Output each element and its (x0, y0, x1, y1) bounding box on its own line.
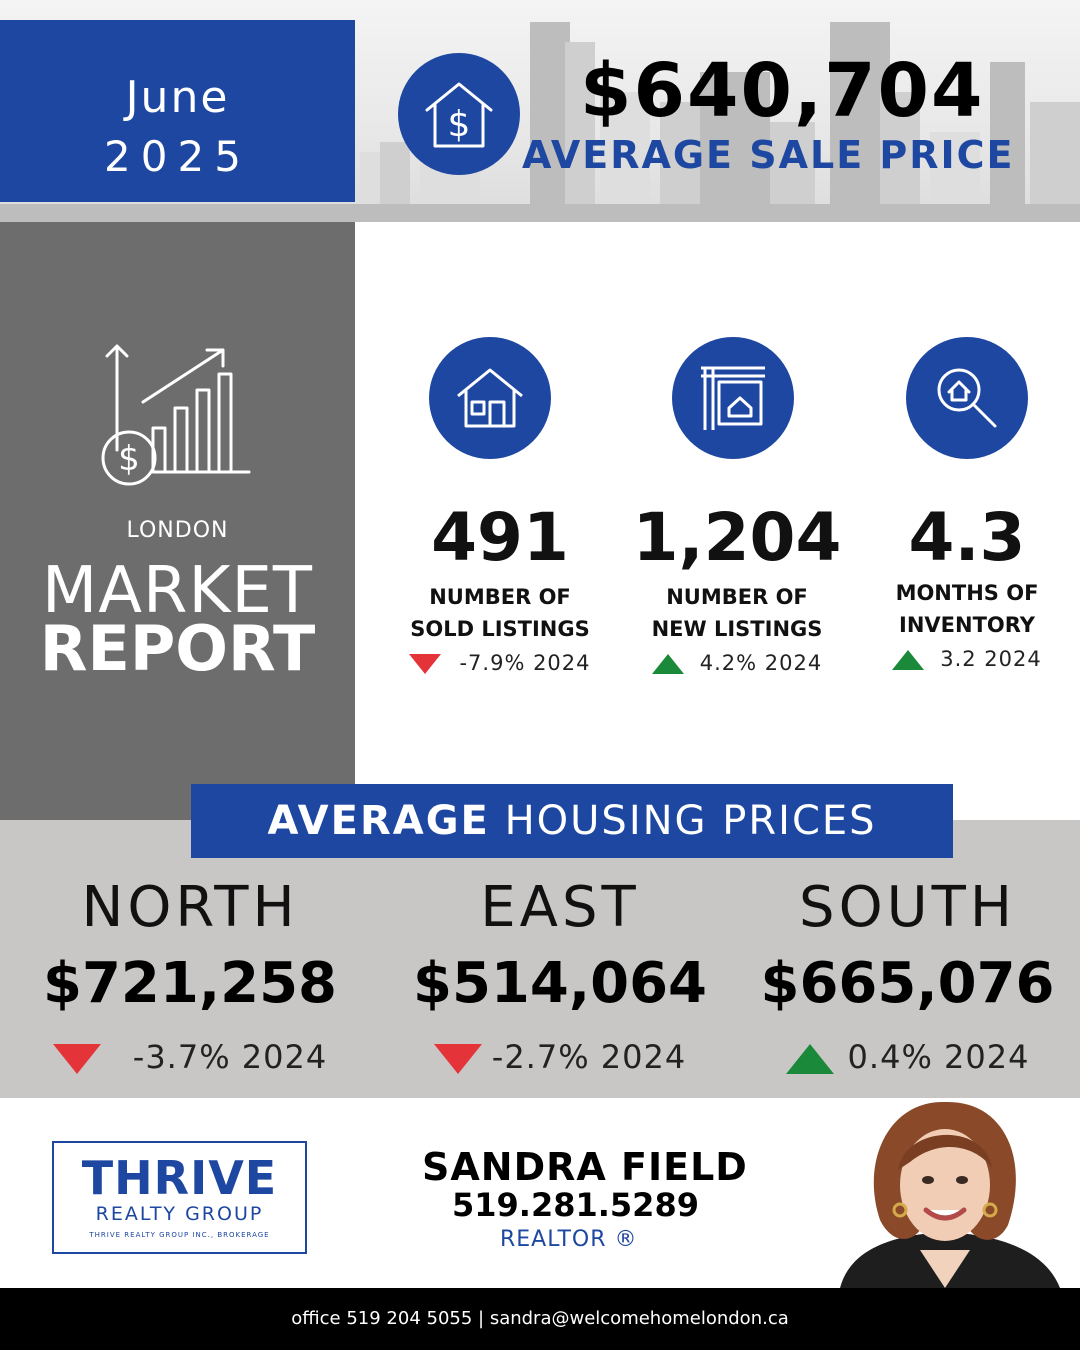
region-price: $665,076 (760, 951, 1055, 1016)
stat-label-line2: INVENTORY (899, 613, 1035, 637)
stat-value: 491 (431, 499, 569, 576)
trend-down-icon (433, 1044, 482, 1074)
house-dollar-icon: $ (398, 53, 520, 175)
agent-title: REALTOR ® (500, 1227, 638, 1252)
region-change: -2.7% 2024 (390, 1038, 730, 1076)
brokerage-legal: THRIVE REALTY GROUP INC., BROKERAGE (89, 1231, 270, 1239)
agent-phone: 519.281.5289 (452, 1186, 699, 1224)
svg-text:$: $ (448, 104, 471, 145)
housing-prices-title: AVERAGE HOUSING PRICES (191, 784, 953, 858)
agent-name: SANDRA FIELD (422, 1145, 748, 1189)
trend-down-icon (52, 1044, 101, 1074)
trend-up-icon (785, 1044, 834, 1074)
stat-label-line2: NEW LISTINGS (651, 617, 823, 641)
for-sale-sign-icon (672, 337, 794, 459)
stat-label-line1: NUMBER OF (429, 585, 571, 609)
region-change: 0.4% 2024 (735, 1038, 1080, 1076)
region-name: EAST (480, 875, 640, 940)
market-title: MARKET (42, 554, 313, 628)
footer-contact: office 519 204 5055 | sandra@welcomehome… (0, 1288, 1080, 1350)
stat-months-inventory: 4.3 MONTHS OF INVENTORY 3.2 2024 (862, 505, 1072, 671)
trend-up-icon (651, 654, 684, 674)
stat-sold-listings: 491 NUMBER OF SOLD LISTINGS -7.9% 2024 (385, 505, 615, 675)
market-report-panel: $ LONDON MARKET REPORT (0, 222, 355, 820)
stat-change: -7.9% 2024 (385, 651, 615, 675)
growth-chart-dollar-icon: $ (95, 340, 255, 500)
stat-value: 1,204 (632, 499, 842, 576)
region-name: SOUTH (799, 875, 1016, 940)
region-change: -3.7% 2024 (20, 1038, 360, 1076)
stat-new-listings: 1,204 NUMBER OF NEW LISTINGS 4.2% 2024 (622, 499, 852, 676)
svg-text:$: $ (118, 439, 140, 479)
average-sale-price-label: AVERAGE SALE PRICE (522, 133, 1015, 177)
stat-label-line1: NUMBER OF (666, 585, 808, 609)
brokerage-sub: REALTY GROUP (95, 1203, 264, 1225)
agent-photo (820, 1100, 1070, 1288)
stat-label-line1: MONTHS OF (895, 581, 1039, 605)
footer-contact-text: office 519 204 5055 | sandra@welcomehome… (291, 1308, 789, 1329)
report-month: June (125, 72, 230, 123)
region-price: $721,258 (42, 951, 338, 1016)
trend-down-icon (409, 654, 442, 674)
house-search-icon (906, 337, 1028, 459)
region-price: $514,064 (412, 951, 708, 1016)
report-title: REPORT (39, 612, 316, 685)
brokerage-logo: THRIVE REALTY GROUP THRIVE REALTY GROUP … (52, 1141, 307, 1254)
house-icon (429, 337, 551, 459)
stat-change: 3.2 2024 (862, 647, 1072, 671)
region-north: NORTH $721,258 -3.7% 2024 (20, 875, 360, 1077)
brokerage-brand: THRIVE (81, 1151, 278, 1205)
region-name: NORTH (81, 875, 299, 940)
stat-label-line2: SOLD LISTINGS (410, 617, 590, 641)
trend-up-icon (892, 650, 925, 670)
report-date-block: June 2025 (0, 20, 355, 202)
report-year: 2025 (104, 132, 251, 181)
stat-change: 4.2% 2024 (622, 651, 852, 675)
housing-prices-band (0, 820, 1080, 1098)
stat-value: 4.3 (908, 499, 1026, 576)
city-name: LONDON (126, 518, 229, 543)
average-sale-price: $640,704 (580, 48, 985, 134)
region-south: SOUTH $665,076 0.4% 2024 (735, 875, 1080, 1077)
region-east: EAST $514,064 -2.7% 2024 (390, 875, 730, 1077)
